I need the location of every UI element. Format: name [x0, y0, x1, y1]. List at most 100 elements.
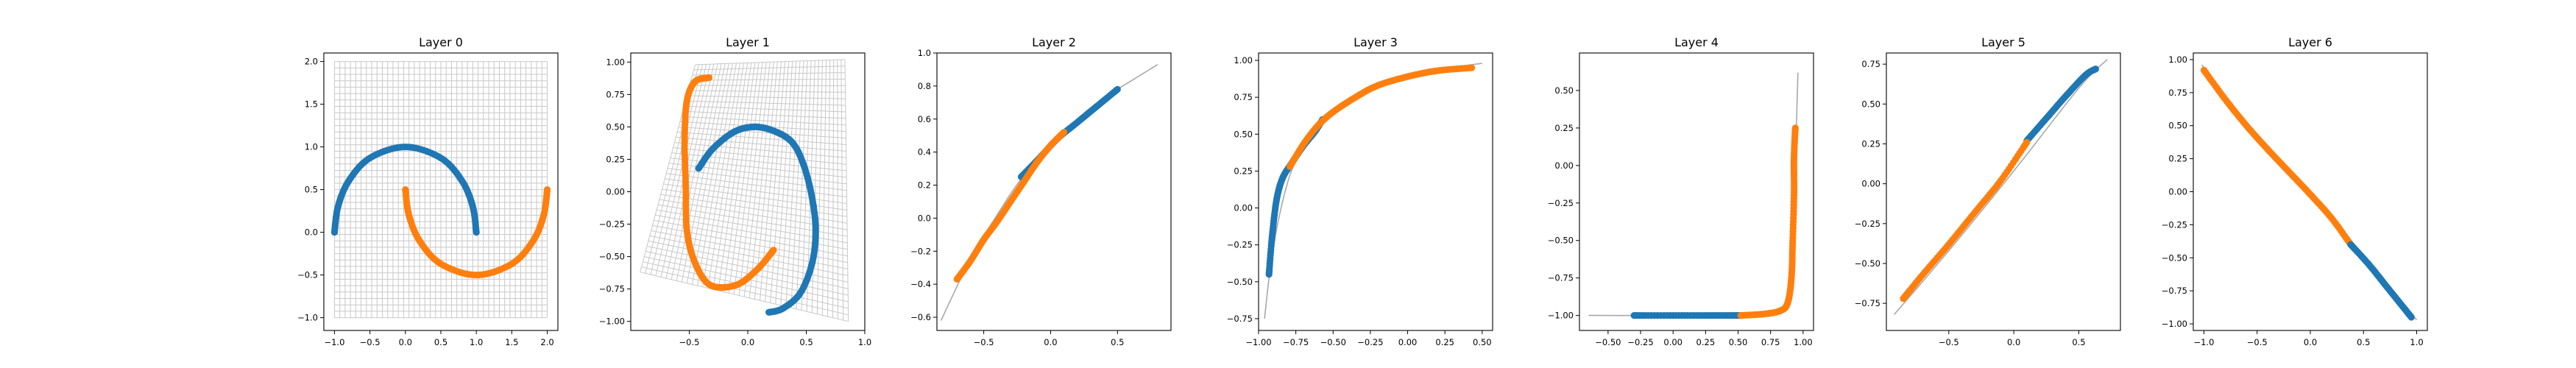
x-tick-label: −0.25 [1357, 337, 1383, 347]
x-tick-label: 0.25 [1696, 337, 1716, 347]
y-tick-label: 0.25 [1234, 166, 1253, 176]
y-tick-label: 1.00 [2168, 54, 2187, 65]
x-tick-label: 1.0 [470, 337, 483, 347]
mesh-line [790, 60, 804, 308]
x-tick-label: −0.50 [1320, 337, 1346, 347]
x-tick-label: 0.0 [2304, 337, 2317, 347]
x-tick-label: 0.50 [1473, 337, 1492, 347]
chart-title: Layer 2 [1032, 35, 1076, 49]
panel-layer-6: −1.0 −0.5 0.0 0.5 1.0 −1.00 −0.75 −0.50 −0.25 0.0… [2162, 35, 2428, 347]
mesh-line [668, 168, 847, 191]
data-point [473, 229, 480, 236]
data-point [2092, 66, 2099, 73]
y-tick-label: 0.0 [305, 227, 318, 238]
data-point [1114, 85, 1121, 93]
manifold-line [1893, 59, 2108, 315]
x-tick-label: 0.00 [1663, 337, 1682, 347]
y-tick-label: 0.6 [918, 114, 931, 124]
y-tick-label: 0.25 [1861, 139, 1880, 149]
mesh-line [671, 152, 847, 171]
y-tick-label: 0.00 [1861, 179, 1880, 189]
x-tick-label: 0.75 [1761, 337, 1780, 347]
plot-area [640, 59, 849, 322]
x-tick-label: 0.50 [1729, 337, 1748, 347]
x-tick-label: 2.0 [540, 337, 553, 347]
mesh-line [821, 60, 827, 316]
y-tick-label: −0.75 [599, 284, 625, 294]
x-tick-label: 0.0 [399, 337, 412, 347]
x-tick-label: 0.00 [1398, 337, 1418, 347]
manifold-line [940, 64, 1158, 321]
mesh-line [685, 100, 846, 106]
y-tick-label: −1.00 [599, 316, 625, 327]
x-tick-label: −0.5 [1939, 337, 1959, 347]
x-tick-label: 1.0 [858, 337, 871, 347]
y-tick-label: 0.00 [606, 187, 625, 197]
x-tick-label: 0.5 [2357, 337, 2370, 347]
y-tick-label: −0.75 [1548, 273, 1574, 283]
series-orange-points [1900, 138, 2031, 302]
mesh-line [796, 60, 808, 309]
plot-area [940, 64, 1158, 321]
x-tick-label: −1.00 [1245, 337, 1271, 347]
mesh-line [816, 60, 823, 314]
x-tick-label: −1.0 [324, 337, 344, 347]
x-tick-label: 0.0 [741, 337, 754, 347]
x-tick-label: 0.5 [1111, 337, 1124, 347]
chart-title: Layer 0 [419, 35, 463, 49]
y-tick-label: −0.25 [1227, 240, 1253, 250]
y-tick-label: 2.0 [305, 57, 318, 67]
chart-title: Layer 5 [1981, 35, 2025, 49]
y-tick-label: 0.75 [2168, 88, 2187, 98]
y-tick-label: −0.50 [1855, 258, 1880, 269]
x-tick-label: 0.0 [1044, 337, 1057, 347]
y-tick-label: −0.75 [2162, 286, 2187, 296]
y-tick-label: 0.00 [1554, 160, 1574, 171]
mesh-line [832, 60, 835, 318]
y-tick-label: 0.75 [1234, 92, 1253, 102]
x-tick-label: −0.5 [360, 337, 381, 347]
mesh-line [673, 147, 846, 165]
mesh-line [690, 79, 846, 81]
data-point [543, 186, 551, 194]
plot-area [1264, 63, 1482, 319]
y-tick-label: 1.5 [305, 99, 318, 110]
mesh-line [688, 90, 846, 93]
panel-layer-5: −0.5 0.0 0.5 −0.75 −0.50 −0.25 0.00 0.25 0.50 0.7… [1855, 35, 2121, 347]
mesh-line [687, 95, 846, 99]
y-tick-label: 0.25 [2168, 154, 2187, 164]
series-blue-points [2023, 66, 2099, 144]
chart-title: Layer 4 [1674, 35, 1719, 49]
x-tick-label: 0.5 [799, 337, 813, 347]
y-tick-label: −0.75 [1855, 298, 1880, 308]
y-tick-label: −1.00 [2162, 319, 2187, 329]
y-tick-label: 0.75 [1861, 59, 1880, 69]
mesh-line [780, 61, 797, 305]
series-blue-points [1265, 116, 1326, 278]
x-tick-label: 0.0 [2007, 337, 2020, 347]
series-orange-points [2200, 66, 2354, 248]
y-tick-label: −0.25 [1548, 198, 1574, 208]
chart-title: Layer 1 [726, 35, 770, 49]
y-tick-label: 0.50 [1861, 99, 1880, 109]
y-tick-label: −0.4 [910, 279, 931, 289]
axes-frame [936, 52, 1172, 331]
data-point [1468, 64, 1476, 71]
y-tick-label: −0.25 [2162, 219, 2187, 230]
y-tick-label: −0.50 [1227, 277, 1253, 287]
panel-layer-1: −0.5 0.0 0.5 1.0 −1.00 −0.75 −0.50 −0.25 0.00 0.2… [599, 35, 871, 347]
data-point [770, 247, 777, 254]
mesh-line [844, 59, 849, 322]
manifold-line [1588, 72, 1799, 316]
x-tick-label: 1.5 [505, 337, 518, 347]
y-tick-label: 1.00 [1234, 55, 1253, 66]
data-point [765, 308, 773, 316]
y-tick-label: 0.50 [1554, 85, 1574, 96]
x-tick-label: −1.0 [2193, 337, 2214, 347]
mesh-line [677, 132, 846, 145]
x-tick-label: −0.50 [1595, 337, 1621, 347]
axes-frame [1258, 52, 1493, 331]
x-tick-label: −0.5 [2247, 337, 2268, 347]
y-tick-label: 0.50 [606, 121, 625, 132]
